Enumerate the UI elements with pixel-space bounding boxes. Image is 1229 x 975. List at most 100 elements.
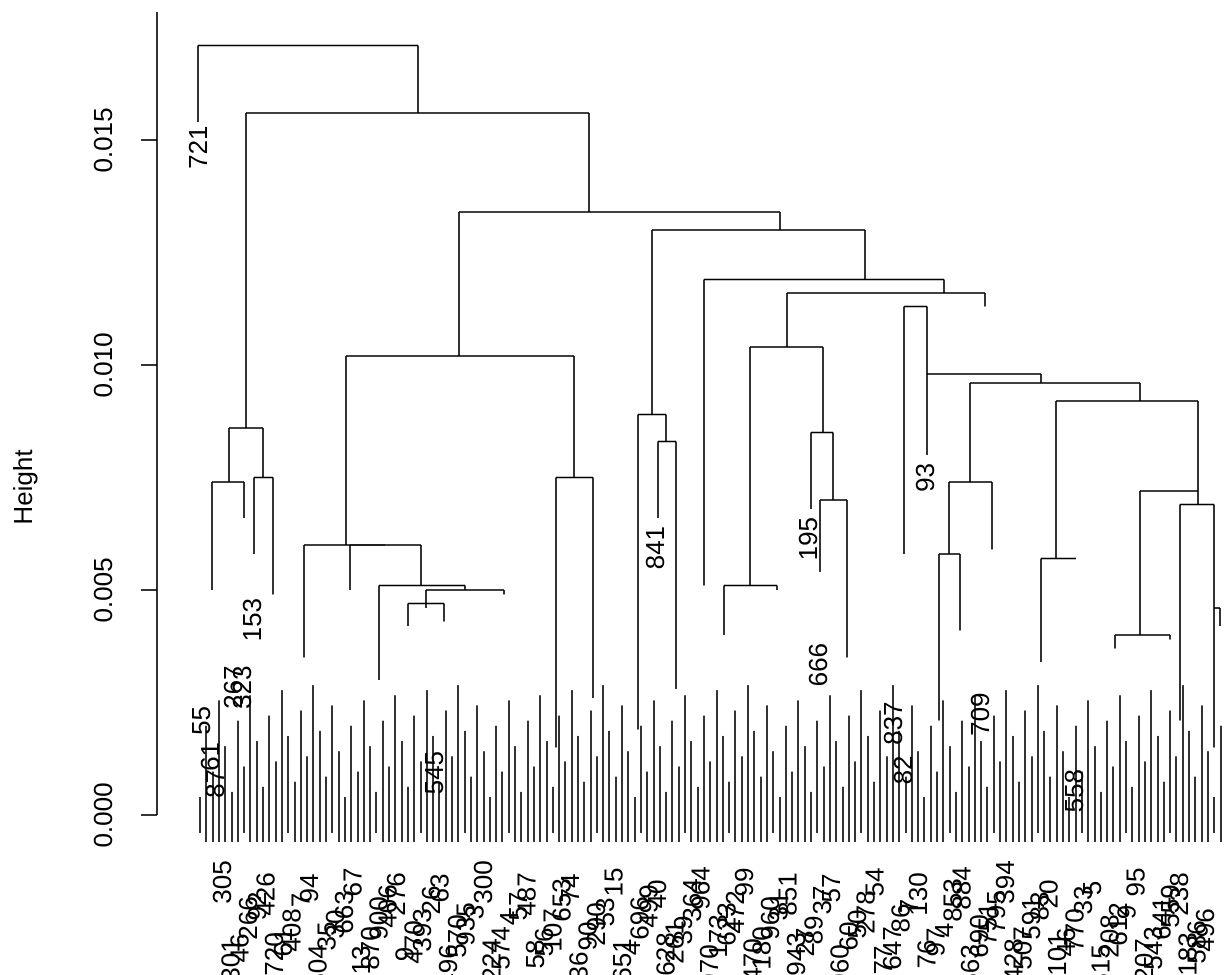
dendrogram-branches [197,44,1222,842]
leaf-label: 39 [668,916,698,945]
y-tick-label: 0.015 [88,107,118,172]
leaf-label: 623 [712,902,742,945]
leaf-label: 301 [216,938,246,975]
annotated-leaf-label: 55 [186,706,216,735]
leaf-label: 696 [625,896,655,939]
leaf-label: 612 [1103,902,1133,945]
leaf-label: 615 [1086,944,1116,975]
leaf-label: 27 [790,928,820,957]
leaf-label: 95 [1120,868,1150,897]
annotated-leaf-label: 837 [878,702,908,745]
leaf-label: 183 [1173,932,1203,975]
leaf-label: 663 [329,890,359,933]
y-tick-label: 0.010 [88,332,118,397]
leaf-label: 35 [311,922,341,951]
annotated-leaf-label: 709 [965,693,995,736]
leaf-label: 20 [1033,880,1063,909]
leaf-label: 99 [729,868,759,897]
leaf-label: 487 [511,872,541,915]
leaf-label: 261 [659,920,689,963]
leaf-label: 30 [320,910,350,939]
leaf-label: 50 [842,910,872,939]
leaf-label: 570 [442,914,472,957]
leaf-label: 107 [538,908,568,951]
leaf-label: 58 [520,940,550,969]
leaf-label: 628 [651,932,681,975]
y-axis-label: Height [8,449,38,525]
leaf-label: 76 [912,940,942,969]
leaf-label: 54 [859,868,889,897]
leaf-label: 300 [468,860,498,903]
leaf-label: 496 [1190,908,1220,951]
leaf-label: 207 [1129,938,1159,975]
leaf-label: 7 [894,899,924,913]
leaf-label: 970 [694,944,724,975]
y-axis: 0.000 0.005 0.010 0.015 [88,12,158,848]
leaf-label: 31 [764,892,794,921]
leaf-label: 751 [973,902,1003,945]
annotated-leaf-label: 82 [888,756,918,785]
annotated-leaf-label: 721 [183,126,213,169]
leaf-label: 83 [1025,892,1055,921]
leaf-label: 4 [929,923,959,937]
annotated-leaf-label: 87 [200,769,230,798]
leaf-label: 276 [381,872,411,915]
leaf-label: 651 [607,938,637,975]
leaf-label: 37 [807,886,837,915]
leaf-label: 884 [946,866,976,909]
leaf-label: 591 [1016,896,1046,939]
leaf-label: 3 [459,905,489,919]
leaf-label: 86 [886,904,916,933]
leaf-label: 26 [416,886,446,915]
leaf-label: 92 [242,892,272,921]
leaf-label: 90 [572,922,602,951]
y-tick-label: 0.005 [88,557,118,622]
leaf-label: 960 [755,896,785,939]
leaf-label: 4 [494,911,524,925]
annotated-leaf-label: 61 [195,742,225,771]
leaf-label: 499 [633,884,663,927]
leaf-label: 9 [390,947,420,961]
leaf-label: 173 [703,914,733,957]
leaf-label: 408 [277,908,307,951]
annotated-leaf-label: 93 [910,463,940,492]
leaf-label: 67 [337,868,367,897]
leaf-label: 428 [999,938,1029,975]
leaf-label: 720 [259,932,289,975]
leaf-label: 964 [685,866,715,909]
leaf-label: 77 [868,946,898,975]
leaf-label: 208 [1094,914,1124,957]
leaf-label: 960 [825,944,855,975]
leaf-label: 63 [424,874,454,903]
annotated-leaf-label: 323 [227,666,257,709]
leaf-label: 853 [938,878,968,921]
leaf-label: 101 [1042,932,1072,975]
leaf-label: 33 [1068,886,1098,915]
leaf-label: 46 [224,934,254,963]
leaf-label: 364 [677,878,707,921]
leaf-label: 15 [598,868,628,897]
annotated-leaf-label: 666 [803,643,833,686]
leaf-label: 586 [1181,920,1211,963]
annotated-leaf-label: 558 [1059,769,1089,812]
leaf-label: 770 [1060,908,1090,951]
leaf-label: 426 [250,872,280,915]
leaf-label: 851 [772,872,802,915]
leaf-label: 40 [642,880,672,909]
leaf-label: 406 [372,884,402,927]
leaf-label: 57 [503,892,533,921]
annotated-leaf-label: 195 [793,517,823,560]
leaf-label: 4 [616,941,646,955]
annotated-leaf-label: 153 [237,598,267,641]
leaf-label: 224 [477,938,507,975]
leaf-label: 870 [355,926,385,969]
leaf-label: 507 [1007,926,1037,969]
leaf-label: 641 [1147,896,1177,939]
leaf-label: 36 [564,952,594,975]
leaf-label: 74 [555,874,585,903]
leaf-label: 46 [1051,928,1081,957]
leaf-label: 900 [364,896,394,939]
leaf-label: 180 [746,926,776,969]
leaf-label: 94 [294,874,324,903]
